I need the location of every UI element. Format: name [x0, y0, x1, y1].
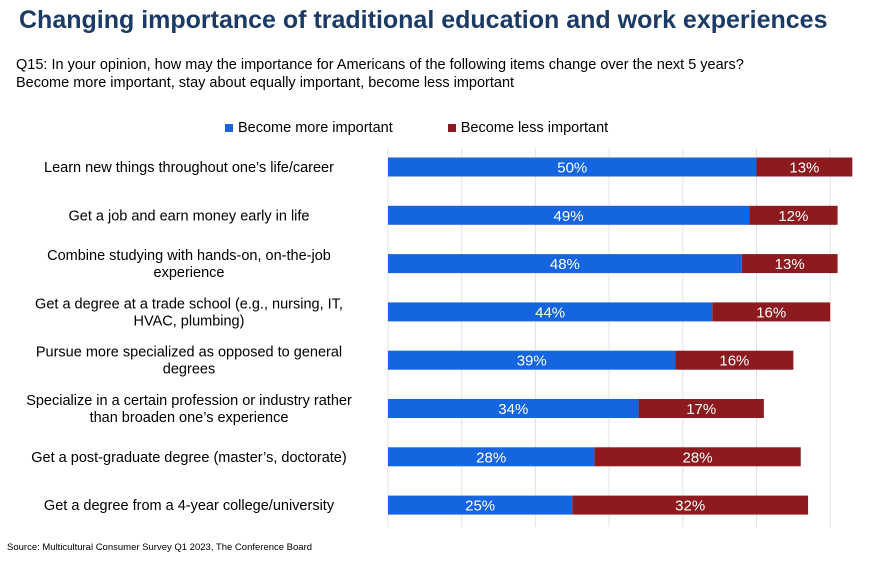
- category-label: HVAC, plumbing): [134, 313, 245, 329]
- data-label: 49%: [554, 208, 584, 225]
- source-note: Source: Multicultural Consumer Survey Q1…: [7, 542, 313, 553]
- data-label: 50%: [557, 160, 587, 177]
- legend-label-more-important: Become more important: [238, 120, 393, 136]
- bar-more-important: [388, 157, 757, 177]
- legend-swatch-more-important: [225, 124, 233, 132]
- data-label: 12%: [778, 208, 808, 225]
- category-label: Get a job and earn money early in life: [69, 208, 310, 224]
- bar-more-important: [388, 205, 750, 225]
- data-label: 13%: [775, 256, 805, 273]
- legend-item-more-important: Become more important: [225, 120, 393, 136]
- category-label: Get a degree from a 4-year college/unive…: [44, 498, 335, 514]
- category-label: than broaden one’s experience: [90, 410, 289, 426]
- data-label: 13%: [789, 160, 819, 177]
- data-label: 25%: [465, 498, 495, 515]
- bar-more-important: [388, 495, 573, 515]
- bar-less-important: [712, 302, 831, 322]
- chart-subtitle: Q15: In your opinion, how may the import…: [16, 56, 744, 92]
- category-label: Learn new things throughout one’s life/c…: [44, 160, 334, 176]
- bar-less-important: [741, 254, 838, 274]
- data-label: 34%: [498, 401, 528, 418]
- category-label: Specialize in a certain profession or in…: [26, 393, 352, 409]
- data-label: 32%: [675, 498, 705, 515]
- legend-swatch-less-important: [447, 124, 456, 132]
- bar-less-important: [638, 399, 764, 418]
- bar-more-important: [388, 447, 595, 467]
- subtitle-options: Become more important, stay about equall…: [16, 75, 515, 91]
- category-label: Get a degree at a trade school (e.g., nu…: [35, 296, 343, 312]
- data-label: 39%: [517, 353, 547, 370]
- bar-more-important: [388, 254, 742, 274]
- category-label: Get a post-graduate degree (master’s, do…: [31, 450, 346, 466]
- data-label: 28%: [476, 449, 506, 466]
- data-label: 16%: [719, 353, 749, 370]
- data-label: 48%: [550, 256, 580, 273]
- legend: Become more important Become less import…: [225, 120, 663, 136]
- data-label: 17%: [686, 401, 716, 418]
- data-label: 16%: [756, 304, 786, 321]
- bar-less-important: [594, 447, 801, 467]
- bar-more-important: [388, 399, 639, 418]
- legend-label-less-important: Become less important: [460, 120, 609, 136]
- bar-more-important: [388, 350, 676, 370]
- bar-less-important: [756, 157, 853, 177]
- subtitle-question: Q15: In your opinion, how may the import…: [16, 57, 744, 73]
- legend-item-less-important: Become less important: [447, 120, 609, 136]
- data-label: 44%: [535, 304, 565, 321]
- bar-less-important: [572, 495, 809, 515]
- bar-more-important: [388, 302, 713, 322]
- bar-less-important: [749, 205, 838, 225]
- chart-title: Changing importance of traditional educa…: [19, 6, 828, 34]
- category-label: Pursue more specialized as opposed to ge…: [36, 345, 342, 361]
- category-label: degrees: [163, 362, 215, 378]
- category-label: experience: [154, 265, 225, 281]
- data-label: 28%: [683, 449, 713, 466]
- bar-less-important: [675, 350, 794, 370]
- category-label: Combine studying with hands-on, on-the-j…: [47, 248, 331, 264]
